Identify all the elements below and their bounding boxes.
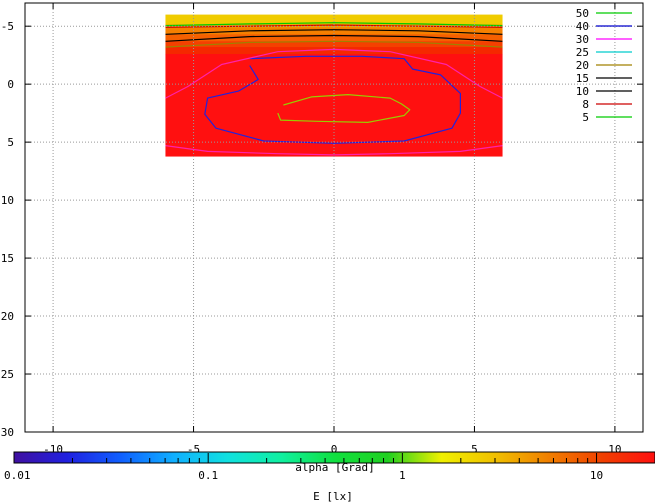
x-tick-label: 0 — [331, 443, 338, 456]
y-tick-label: 5 — [7, 136, 14, 149]
contour-5 — [165, 22, 503, 27]
contour-30 — [165, 48, 503, 99]
y-tick-label: -5 — [1, 20, 14, 33]
y-tick-label: 0 — [7, 78, 14, 91]
colorbar-tick-label: 1 — [399, 469, 406, 482]
contour-15 — [165, 34, 503, 42]
colorbar-tick-label: 10 — [590, 469, 603, 482]
legend-label: 8 — [582, 98, 589, 111]
y-tick-label: 20 — [1, 310, 14, 323]
heatmap-band-4 — [165, 41, 503, 48]
contour-20 — [165, 40, 503, 48]
legend-label: 20 — [576, 59, 589, 72]
heatmap-band-0 — [165, 14, 503, 25]
colorbar-tick-label: 0.01 — [4, 469, 31, 482]
legend-label: 10 — [576, 85, 589, 98]
y-tick-label: 30 — [1, 426, 14, 439]
colorbar-tick-label: 0.1 — [198, 469, 218, 482]
contour-50 — [277, 94, 411, 123]
colorbar-xlabel: E [lx] — [313, 490, 353, 502]
y-tick-label: 10 — [1, 194, 14, 207]
colorbar-inner-label: alpha [Grad] — [295, 461, 374, 474]
heatmap-band-2 — [165, 27, 503, 35]
y-tick-label: 15 — [1, 252, 14, 265]
contour-30-bottom — [165, 145, 503, 156]
x-tick-label: 5 — [471, 443, 478, 456]
y-tick-label: 25 — [1, 368, 14, 381]
heatmap-band-3 — [165, 34, 503, 42]
legend-label: 30 — [576, 33, 589, 46]
legend-label: 40 — [576, 20, 589, 33]
legend-label: 5 — [582, 111, 589, 124]
legend-label: 50 — [576, 7, 589, 20]
heatmap-band-5 — [165, 47, 503, 55]
legend-label: 15 — [576, 72, 589, 85]
contour-10 — [165, 29, 503, 35]
legend-label: 25 — [576, 46, 589, 59]
contour-40 — [204, 55, 461, 144]
colorbar: 0.01 0.1 1 10 alpha [Grad] E [lx] — [4, 451, 655, 502]
